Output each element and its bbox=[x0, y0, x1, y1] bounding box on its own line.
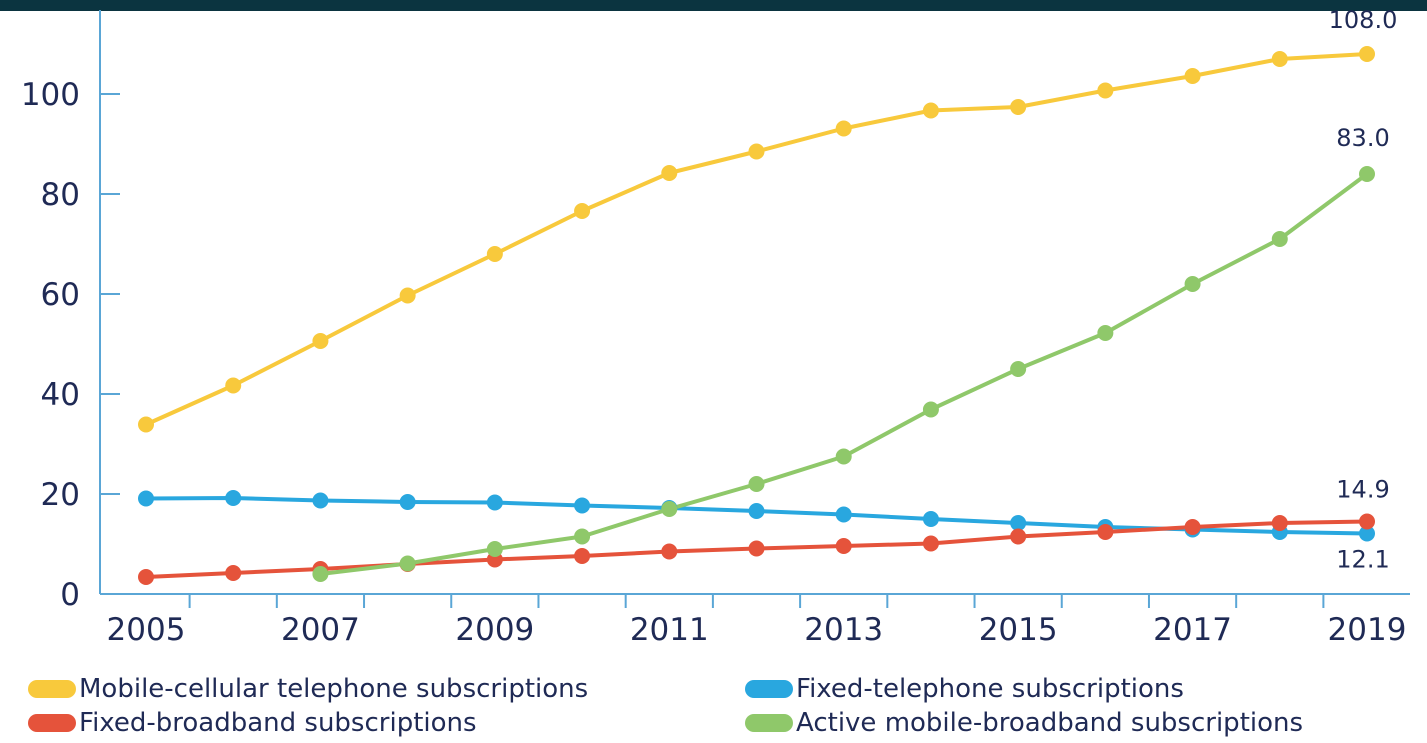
series-point-0 bbox=[399, 287, 416, 304]
y-tick-label: 20 bbox=[41, 477, 80, 513]
series-point-3 bbox=[312, 566, 329, 582]
series-point-2 bbox=[1097, 524, 1114, 540]
series-point-0 bbox=[835, 120, 852, 137]
series-point-2 bbox=[1010, 528, 1027, 545]
series-point-2 bbox=[574, 548, 591, 564]
series-lines bbox=[145, 52, 1369, 579]
line-chart: 0 20 40 60 80 100 2005 2007 2009 2011 2013 2015 2017… bbox=[21, 6, 1410, 648]
series-point-2 bbox=[225, 565, 242, 581]
series-point-0 bbox=[1184, 68, 1201, 84]
legend-label-fixed-broadband: Fixed-broadband subscriptions bbox=[79, 708, 477, 738]
x-tick-label: 2017 bbox=[1153, 612, 1232, 648]
y-tick-label: 40 bbox=[41, 377, 80, 413]
series-point-3 bbox=[1010, 361, 1027, 377]
series-point-0 bbox=[312, 333, 329, 349]
legend-item-fixed-broadband: Fixed-broadband subscriptions bbox=[28, 708, 477, 738]
end-label-2: 14.9 bbox=[1336, 476, 1389, 504]
series-points bbox=[138, 46, 1375, 585]
series-point-2 bbox=[748, 540, 765, 557]
series-point-3 bbox=[835, 448, 852, 465]
legend-swatch-fixed-broadband bbox=[28, 714, 76, 732]
series-point-2 bbox=[1271, 515, 1288, 531]
series-point-1 bbox=[138, 490, 154, 507]
series-point-3 bbox=[1271, 231, 1288, 247]
legend: Mobile-cellular telephone subscriptions … bbox=[0, 672, 1427, 743]
series-point-0 bbox=[748, 143, 765, 160]
end-label-0: 108.0 bbox=[1329, 6, 1398, 34]
series-point-3 bbox=[1184, 276, 1201, 292]
series-point-1 bbox=[399, 494, 416, 510]
y-tick-label: 100 bbox=[21, 77, 80, 113]
legend-item-active-mobile-broadband: Active mobile-broadband subscriptions bbox=[745, 708, 1303, 738]
series-point-1 bbox=[312, 492, 329, 509]
x-tick-label: 2009 bbox=[455, 612, 534, 648]
series-point-3 bbox=[486, 541, 503, 557]
series-point-3 bbox=[1097, 325, 1114, 341]
x-tick-label: 2019 bbox=[1328, 612, 1407, 648]
axes: 0 20 40 60 80 100 2005 2007 2009 2011 2013 2015 2017… bbox=[21, 10, 1410, 648]
series-point-3 bbox=[661, 501, 678, 517]
series-point-0 bbox=[1097, 82, 1114, 99]
legend-swatch-mobile-cellular bbox=[28, 680, 76, 698]
series-point-1 bbox=[922, 511, 939, 527]
series-point-1 bbox=[835, 506, 852, 523]
legend-item-fixed-telephone: Fixed-telephone subscriptions bbox=[745, 674, 1184, 704]
series-point-3 bbox=[748, 476, 765, 492]
legend-item-mobile-cellular: Mobile-cellular telephone subscriptions bbox=[28, 674, 588, 704]
x-tick-label: 2005 bbox=[107, 612, 186, 648]
series-point-0 bbox=[574, 203, 591, 219]
series-point-1 bbox=[748, 503, 765, 519]
series-point-2 bbox=[1184, 519, 1201, 535]
series-line-0 bbox=[145, 52, 1368, 427]
series-point-0 bbox=[138, 416, 154, 433]
series-point-0 bbox=[1010, 99, 1027, 115]
x-tick-label: 2015 bbox=[979, 612, 1058, 648]
series-point-2 bbox=[922, 535, 939, 552]
end-label-1: 12.1 bbox=[1336, 546, 1389, 574]
y-tick-label: 60 bbox=[41, 277, 80, 313]
x-tick-label: 2011 bbox=[630, 612, 709, 648]
top-bar bbox=[0, 0, 1427, 11]
series-point-3 bbox=[1359, 166, 1375, 182]
series-point-3 bbox=[574, 528, 591, 545]
series-point-2 bbox=[835, 538, 852, 554]
series-point-0 bbox=[1271, 51, 1288, 67]
series-point-0 bbox=[661, 165, 678, 181]
legend-label-fixed-telephone: Fixed-telephone subscriptions bbox=[796, 674, 1184, 704]
series-point-0 bbox=[225, 377, 242, 394]
series-point-1 bbox=[1010, 515, 1027, 531]
series-point-1 bbox=[1359, 525, 1375, 542]
x-tick-label: 2013 bbox=[804, 612, 883, 648]
series-point-2 bbox=[138, 569, 154, 585]
y-tick-label: 0 bbox=[60, 577, 80, 613]
legend-swatch-active-mobile-broadband bbox=[745, 714, 793, 732]
series-point-1 bbox=[574, 497, 591, 514]
series-point-0 bbox=[922, 102, 939, 119]
series-point-1 bbox=[225, 490, 242, 506]
x-tick-label: 2007 bbox=[281, 612, 360, 648]
series-point-0 bbox=[1359, 46, 1375, 62]
legend-label-active-mobile-broadband: Active mobile-broadband subscriptions bbox=[796, 708, 1304, 738]
series-point-3 bbox=[922, 401, 939, 418]
series-point-3 bbox=[399, 555, 416, 572]
series-point-2 bbox=[661, 543, 678, 560]
series-point-2 bbox=[1359, 513, 1375, 530]
end-labels: 108.0 12.1 14.9 83.0 bbox=[1329, 6, 1398, 574]
end-label-3: 83.0 bbox=[1336, 124, 1389, 152]
legend-label-mobile-cellular: Mobile-cellular telephone subscriptions bbox=[79, 674, 589, 704]
y-tick-label: 80 bbox=[41, 177, 80, 213]
series-point-0 bbox=[486, 246, 503, 262]
legend-swatch-fixed-telephone bbox=[745, 680, 793, 698]
series-point-1 bbox=[486, 494, 503, 511]
